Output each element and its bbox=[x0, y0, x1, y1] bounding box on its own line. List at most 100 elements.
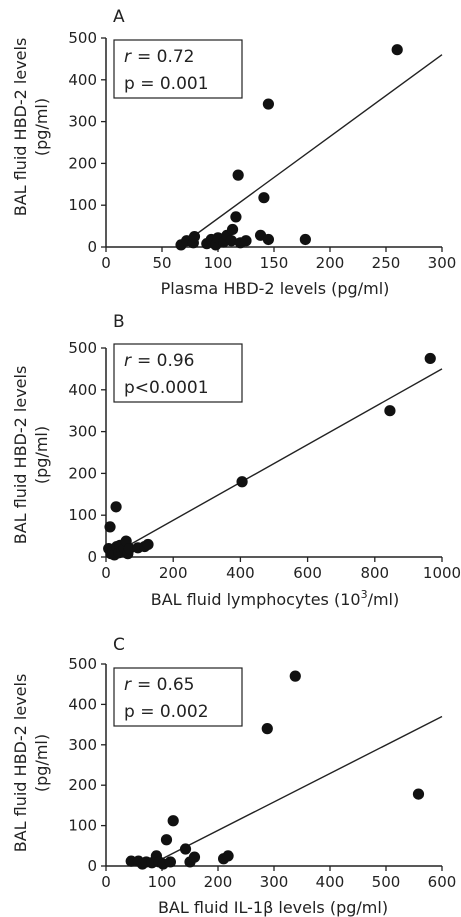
panel-a-y-tick-label: 200 bbox=[68, 154, 97, 172]
panel-c-y-title-line2: (pg/ml) bbox=[32, 734, 51, 792]
panel-a-x-tick-label: 0 bbox=[101, 254, 111, 272]
panel-a-data-point bbox=[240, 235, 252, 247]
panel-a-y-title-line2: (pg/ml) bbox=[32, 98, 51, 156]
panel-c-x-tick-label: 200 bbox=[204, 873, 233, 891]
panel-a-data-point bbox=[391, 44, 403, 56]
panel-b-r-symbol: r bbox=[124, 351, 132, 371]
panel-c-x-tick-label: 300 bbox=[260, 873, 289, 891]
panel-b-x-title: BAL fluid lymphocytes (103/ml) bbox=[151, 588, 400, 609]
panel-b-stats-box bbox=[113, 343, 243, 403]
panel-b-x-title-sup: 3 bbox=[361, 588, 368, 601]
panel-b-regression-line bbox=[122, 368, 443, 550]
panel-b-y-title-line1: BAL fluid HBD-2 levels bbox=[11, 366, 30, 545]
panel-b-x-tick-label: 400 bbox=[226, 564, 255, 582]
panel-c-data-point bbox=[412, 788, 425, 800]
panel-b: B BAL fluid HBD-2 levels (pg/ml) BAL flu… bbox=[11, 312, 461, 609]
panel-c-data-point bbox=[261, 723, 273, 735]
panel-a-data-point bbox=[188, 230, 201, 243]
panel-b-x-tick-label: 200 bbox=[159, 564, 188, 582]
panel-c-y-title-line1: BAL fluid HBD-2 levels bbox=[11, 674, 30, 853]
panel-c-y-tick-label: 0 bbox=[87, 857, 97, 875]
panel-a-regression-line bbox=[178, 54, 443, 248]
panel-b-y-tick-label: 200 bbox=[68, 464, 97, 482]
panel-b-x-title-end: /ml) bbox=[368, 590, 400, 609]
panel-a-data-point bbox=[299, 233, 311, 246]
panel-a-data-point bbox=[262, 98, 274, 110]
panel-a-x-tick-label: 50 bbox=[152, 254, 171, 272]
panel-b-x-tick-label: 800 bbox=[360, 564, 389, 582]
panel-a-x-title: Plasma HBD-2 levels (pg/ml) bbox=[161, 279, 390, 298]
panel-b-x-title-main: BAL fluid lymphocytes (10 bbox=[151, 590, 361, 609]
panel-c-x-tick-label: 500 bbox=[372, 873, 401, 891]
panel-a-data-point bbox=[232, 169, 244, 181]
panel-a-r-value: = 0.72 bbox=[137, 47, 195, 67]
panel-c-y-tick-label: 200 bbox=[68, 776, 97, 794]
panel-b-data-point bbox=[424, 352, 436, 365]
panel-c-y-tick-label: 100 bbox=[68, 817, 97, 835]
panel-b-data-point bbox=[384, 405, 396, 417]
panel-a-x-tick-label: 250 bbox=[372, 254, 401, 272]
panel-b-y-tick-label: 500 bbox=[68, 339, 97, 357]
panel-c-data-point bbox=[222, 850, 234, 862]
panel-c-y-tick-label: 400 bbox=[68, 695, 97, 713]
panel-a: A BAL fluid HBD-2 levels (pg/ml) Plasma … bbox=[11, 7, 456, 298]
panel-a-y-tick-label: 100 bbox=[68, 196, 97, 214]
panel-c-r-symbol: r bbox=[124, 675, 132, 695]
panel-c-data-point bbox=[289, 670, 301, 682]
panel-a-y-tick-label: 300 bbox=[68, 113, 97, 131]
panel-c-regression-line bbox=[147, 715, 443, 867]
panel-b-y-tick-label: 100 bbox=[68, 506, 97, 524]
panel-a-data-point bbox=[230, 211, 242, 223]
panel-c-letter: C bbox=[113, 635, 125, 655]
panel-b-y-tick-label: 0 bbox=[87, 548, 97, 566]
panel-b-letter: B bbox=[113, 312, 125, 332]
panel-b-x-tick-label: 600 bbox=[293, 564, 322, 582]
panel-a-p-stat: p = 0.001 bbox=[124, 74, 209, 94]
panel-c: C BAL fluid HBD-2 levels (pg/ml) BAL flu… bbox=[11, 635, 456, 917]
panel-a-r-symbol: r bbox=[124, 47, 132, 67]
panel-b-x-tick-label: 1000 bbox=[423, 564, 461, 582]
panel-a-x-tick-label: 300 bbox=[428, 254, 457, 272]
panel-c-stats-box bbox=[113, 667, 243, 727]
panel-b-data-point bbox=[142, 538, 154, 551]
panel-c-data-point bbox=[164, 856, 176, 868]
panel-a-r-stat: r = 0.72 bbox=[124, 47, 195, 67]
panel-b-y-title-line2: (pg/ml) bbox=[32, 426, 51, 484]
panel-a-y-tick-label: 400 bbox=[68, 71, 97, 89]
panel-c-x-title: BAL fluid IL-1β levels (pg/ml) bbox=[158, 898, 388, 917]
panel-a-letter: A bbox=[113, 7, 125, 27]
panel-c-p-stat: p = 0.002 bbox=[124, 702, 209, 722]
panel-c-x-tick-label: 400 bbox=[316, 873, 345, 891]
panel-c-data-point bbox=[188, 851, 201, 863]
panel-c-r-value: = 0.65 bbox=[137, 675, 195, 695]
panel-c-data-point bbox=[160, 834, 173, 846]
panel-b-data-point bbox=[110, 501, 122, 513]
panel-b-r-stat: r = 0.96 bbox=[124, 351, 195, 371]
panel-c-data-point bbox=[179, 843, 192, 855]
panel-c-y-tick-label: 300 bbox=[68, 736, 97, 754]
panel-c-x-tick-label: 100 bbox=[148, 873, 177, 891]
panel-b-data-point bbox=[104, 521, 116, 533]
panel-c-x-tick-label: 600 bbox=[428, 873, 457, 891]
panel-b-r-value: = 0.96 bbox=[137, 351, 195, 371]
panel-a-data-point bbox=[258, 192, 270, 204]
panel-c-data-point bbox=[167, 815, 179, 827]
panel-a-y-tick-label: 0 bbox=[87, 238, 97, 256]
panel-c-r-stat: r = 0.65 bbox=[124, 675, 195, 695]
panel-a-data-point bbox=[262, 233, 274, 246]
panel-b-p-stat: p<0.0001 bbox=[124, 378, 209, 398]
panel-b-y-tick-label: 300 bbox=[68, 423, 97, 441]
panel-a-x-tick-label: 150 bbox=[260, 254, 289, 272]
panel-c-y-tick-label: 500 bbox=[68, 655, 97, 673]
panel-b-data-point bbox=[123, 543, 136, 555]
panel-a-data-point bbox=[225, 235, 238, 247]
panel-b-x-tick-label: 0 bbox=[101, 564, 111, 582]
panel-a-data-point bbox=[226, 223, 239, 236]
panel-a-y-title-line1: BAL fluid HBD-2 levels bbox=[11, 38, 30, 217]
panel-a-stats-box bbox=[113, 39, 243, 99]
panel-a-y-tick-label: 500 bbox=[68, 29, 97, 47]
panel-a-x-tick-label: 100 bbox=[204, 254, 233, 272]
panel-b-data-point bbox=[236, 476, 248, 488]
panel-a-x-tick-label: 200 bbox=[316, 254, 345, 272]
